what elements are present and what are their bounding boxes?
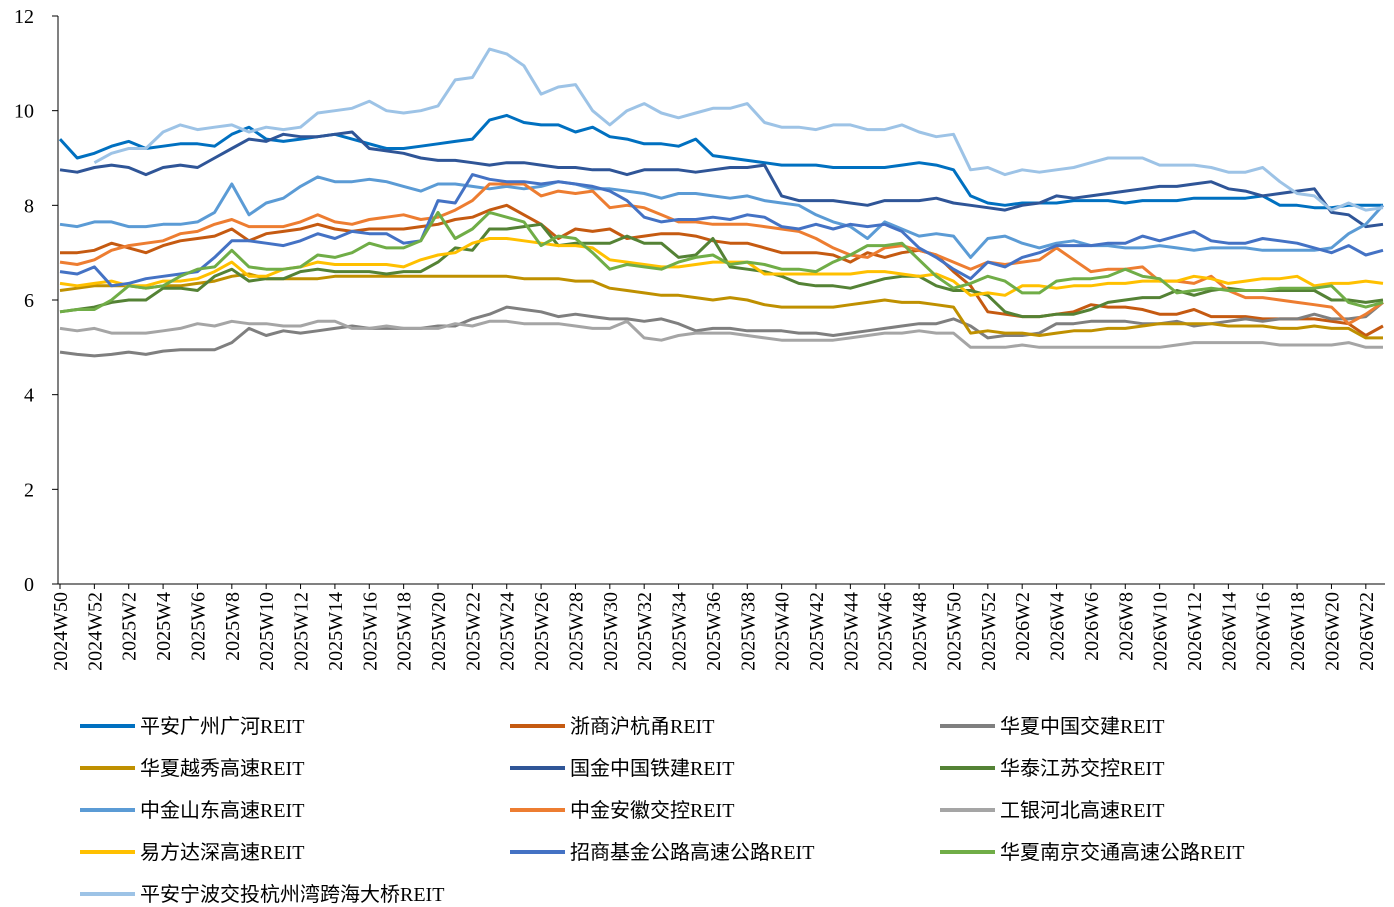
series-line — [59, 301, 1384, 358]
series-line — [59, 319, 1383, 349]
x-tick-label: 2025W34 — [669, 592, 691, 671]
x-tick-label: 2025W30 — [600, 592, 622, 671]
series-line — [59, 210, 1384, 314]
x-tick-label: 2025W12 — [291, 592, 313, 671]
x-tick-label: 2025W46 — [875, 592, 897, 671]
series-line — [59, 222, 1384, 319]
x-tick-label: 2025W2 — [119, 592, 141, 661]
y-tick-label: 8 — [24, 195, 34, 217]
x-tick-label: 2024W52 — [84, 592, 106, 671]
y-tick-label: 10 — [14, 101, 34, 123]
x-tick-label: 2025W26 — [531, 592, 553, 671]
x-tick-label: 2025W20 — [428, 592, 450, 671]
x-tick-label: 2026W14 — [1218, 592, 1240, 671]
legend-label: 中金山东高速REIT — [140, 799, 304, 822]
legend-label: 易方达深高速REIT — [140, 841, 304, 864]
x-tick-label: 2025W14 — [325, 592, 347, 671]
legend-label: 浙商沪杭甬REIT — [570, 715, 714, 738]
x-tick-label: 2026W8 — [1115, 592, 1137, 661]
x-tick-label: 2025W24 — [497, 592, 519, 671]
series-line — [59, 175, 1385, 259]
x-tick-label: 2025W10 — [256, 592, 278, 671]
y-tick-label: 0 — [24, 574, 34, 596]
x-tick-label: 2025W52 — [978, 592, 1000, 671]
x-tick-label: 2026W22 — [1356, 592, 1378, 671]
y-tick-label: 2 — [24, 479, 34, 501]
x-tick-label: 2026W6 — [1081, 592, 1103, 661]
x-tick-label: 2025W38 — [737, 592, 759, 671]
x-tick-label: 2026W20 — [1321, 592, 1343, 671]
x-tick-label: 2026W18 — [1287, 592, 1309, 671]
y-tick-label: 12 — [14, 6, 34, 28]
legend-label: 华夏南京交通高速公路REIT — [1000, 841, 1244, 864]
x-tick-label: 2025W28 — [565, 592, 587, 671]
legend-label: 招商基金公路高速公路REIT — [570, 841, 814, 864]
legend-label: 平安广州广河REIT — [140, 715, 304, 738]
x-tick-label: 2026W4 — [1047, 592, 1069, 661]
series-line — [59, 173, 1384, 288]
x-tick-label: 2025W48 — [909, 592, 931, 671]
x-tick-label: 2024W50 — [50, 592, 72, 671]
series-line — [93, 47, 1384, 212]
x-tick-label: 2025W6 — [187, 592, 209, 661]
legend-label: 平安宁波交投杭州湾跨海大桥REIT — [140, 883, 444, 906]
x-tick-label: 2025W18 — [394, 592, 416, 671]
x-tick-label: 2025W4 — [153, 592, 175, 661]
x-tick-label: 2026W16 — [1253, 592, 1275, 671]
x-tick-label: 2025W40 — [772, 592, 794, 671]
y-tick-label: 4 — [24, 385, 34, 407]
x-tick-label: 2025W44 — [840, 592, 862, 671]
x-tick-label: 2026W10 — [1150, 592, 1172, 671]
x-tick-label: 2025W32 — [634, 592, 656, 671]
x-tick-label: 2025W8 — [222, 592, 244, 661]
series-line — [60, 203, 1384, 337]
x-tick-label: 2026W12 — [1184, 592, 1206, 671]
x-tick-label: 2025W36 — [703, 592, 725, 671]
legend-label: 国金中国铁建REIT — [570, 757, 734, 780]
x-tick-label: 2025W50 — [943, 592, 965, 671]
legend-label: 华夏中国交建REIT — [1000, 715, 1164, 738]
legend-label: 华夏越秀高速REIT — [140, 757, 304, 780]
x-tick-label: 2025W42 — [806, 592, 828, 671]
x-tick-label: 2025W16 — [359, 592, 381, 671]
series-line — [59, 130, 1384, 229]
legend-label: 工银河北高速REIT — [1000, 799, 1164, 822]
legend-label: 华泰江苏交控REIT — [1000, 757, 1164, 780]
x-tick-label: 2025W22 — [462, 592, 484, 671]
x-tick-label: 2026W2 — [1012, 592, 1034, 661]
y-tick-label: 6 — [24, 290, 34, 312]
legend-label: 中金安徽交控REIT — [570, 799, 734, 822]
series-line — [58, 113, 1383, 210]
